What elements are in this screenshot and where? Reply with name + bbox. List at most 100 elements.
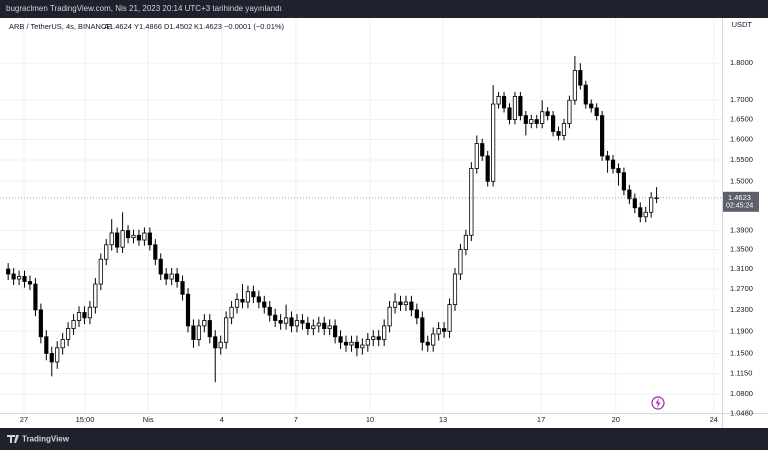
y-tick-label: 1.3100 <box>730 264 753 273</box>
candle-body <box>11 273 16 280</box>
y-tick-label: 1.2300 <box>730 305 753 314</box>
candle-body <box>403 301 409 306</box>
x-tick-label: 13 <box>439 415 447 424</box>
candle-body <box>638 207 643 218</box>
y-tick-label: 1.6500 <box>730 115 753 124</box>
candle-body <box>273 314 278 321</box>
candle-body <box>104 244 109 260</box>
plot <box>0 18 722 415</box>
candle-body <box>567 99 572 124</box>
candle-body <box>556 131 561 136</box>
candle-body <box>529 119 534 124</box>
candle-body <box>540 111 545 124</box>
candle-body <box>158 258 163 275</box>
candle-body <box>610 159 616 169</box>
alert-icon[interactable] <box>651 396 665 410</box>
candle-body <box>463 234 468 250</box>
candle-body <box>322 322 327 329</box>
legend-symbol: ARB / TetherUS, 4s, BINANCE <box>9 22 111 31</box>
x-tick-label: 20 <box>612 415 620 424</box>
candle-body <box>278 320 283 324</box>
candle-body <box>491 103 496 182</box>
candle-body <box>294 320 300 327</box>
y-tick-label: 1.1900 <box>730 326 753 335</box>
candle-body <box>169 273 174 280</box>
candle-body <box>6 268 11 275</box>
candle-body <box>224 317 229 343</box>
candle-body <box>82 312 87 319</box>
candle-body <box>245 291 251 303</box>
candle-body <box>60 339 65 349</box>
y-tick-label: 1.5500 <box>730 155 753 164</box>
candle-body <box>327 325 332 329</box>
x-tick-label: 15:00 <box>76 415 95 424</box>
candle-body <box>578 70 583 86</box>
candle-body <box>365 339 370 346</box>
candle-body <box>218 341 223 349</box>
legend-ohlc: A1.4624 <box>104 22 132 31</box>
candle-body <box>589 103 594 109</box>
candle-body <box>485 155 490 182</box>
candle-body <box>621 172 627 191</box>
header-text: bugraclmen TradingView.com, Nis 21, 2023… <box>6 4 282 13</box>
y-tick-label: 1.1500 <box>730 348 753 357</box>
candle-body <box>382 325 387 340</box>
candle-body <box>131 234 136 239</box>
candle-body <box>583 84 588 105</box>
candle-body <box>213 336 218 349</box>
candle-body <box>142 232 147 241</box>
x-tick-label: 17 <box>537 415 545 424</box>
candle-body <box>240 299 245 303</box>
y-tick-label: 1.6000 <box>730 134 753 143</box>
candle-body <box>572 70 577 101</box>
candle-body <box>442 328 447 332</box>
candle-body <box>452 273 458 306</box>
x-tick-label: 10 <box>366 415 374 424</box>
candle-body <box>605 155 610 161</box>
candle-body <box>185 293 191 327</box>
candle-body <box>512 96 518 120</box>
candle-body <box>66 328 71 340</box>
candle-body <box>627 189 632 200</box>
candle-body <box>147 232 152 246</box>
y-tick-label: 1.8000 <box>730 58 753 67</box>
candle-body <box>191 325 196 340</box>
footer-bar <box>0 428 768 450</box>
candle-body <box>207 320 212 338</box>
candle-body <box>431 333 436 346</box>
footer-text: TradingView <box>22 435 70 444</box>
y-tick-label: 1.1150 <box>730 368 752 377</box>
candle-body <box>376 336 381 340</box>
candle-body <box>392 301 398 308</box>
candle-body <box>616 168 621 174</box>
candle-body <box>594 107 599 117</box>
candle-body <box>343 341 349 346</box>
candle-body <box>49 353 54 363</box>
candle-body <box>643 211 648 218</box>
candle-body <box>649 197 654 213</box>
tv-logo <box>7 435 19 443</box>
candle-body <box>289 317 294 327</box>
candle-body <box>16 276 22 280</box>
candle-body <box>76 312 82 321</box>
candle-body <box>311 325 316 329</box>
candle-body <box>600 115 605 157</box>
candle-body <box>507 107 512 120</box>
candle-body <box>98 258 103 285</box>
candle-body <box>360 344 365 349</box>
candle-body <box>202 320 207 327</box>
y-tick-label: 1.5000 <box>730 176 753 185</box>
candle-body <box>153 244 158 260</box>
candle-body <box>501 96 507 109</box>
candle-body <box>27 281 33 285</box>
candle-body <box>425 341 430 346</box>
candle-body <box>267 306 272 316</box>
candle-body <box>545 111 550 117</box>
candle-body <box>71 320 76 329</box>
y-tick-label: 1.7000 <box>730 95 753 104</box>
countdown: 02:45:24 <box>726 203 753 210</box>
x-tick-label: 7 <box>294 415 298 424</box>
candle-body <box>316 322 321 327</box>
y-tick-label: 1.2700 <box>730 284 753 293</box>
